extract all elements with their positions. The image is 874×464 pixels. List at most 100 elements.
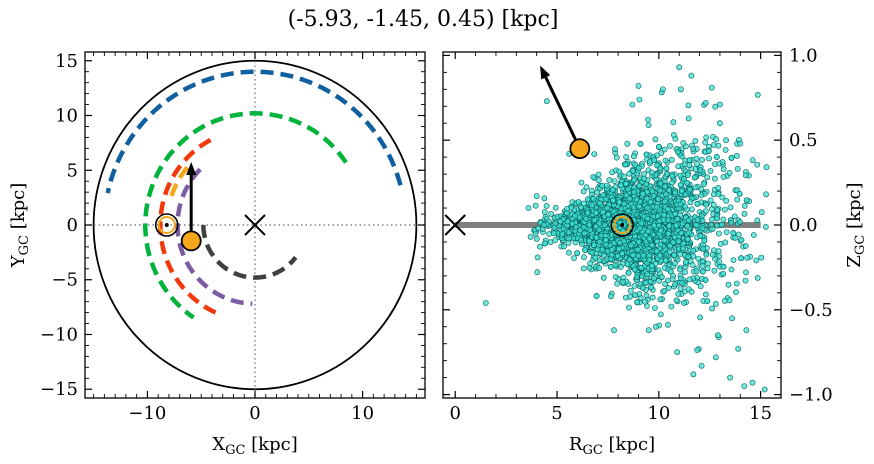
star-point bbox=[657, 165, 664, 171]
star-point bbox=[672, 260, 678, 267]
star-point bbox=[644, 271, 651, 278]
star-point bbox=[590, 195, 597, 202]
star-point bbox=[735, 231, 742, 238]
star-point bbox=[642, 298, 649, 305]
star-point bbox=[728, 266, 735, 273]
star-point bbox=[762, 223, 769, 230]
star-point bbox=[705, 148, 712, 154]
star-point bbox=[680, 140, 687, 146]
star-point bbox=[648, 284, 654, 291]
star-point bbox=[617, 264, 624, 270]
star-point bbox=[685, 102, 692, 109]
left-ytick-label: 10 bbox=[55, 106, 78, 127]
figure-title: (-5.93, -1.45, 0.45) [kpc] bbox=[288, 7, 559, 32]
star-point bbox=[580, 265, 587, 272]
star-point bbox=[548, 210, 554, 217]
star-point bbox=[697, 283, 704, 290]
star-point bbox=[689, 262, 696, 268]
star-point bbox=[640, 252, 647, 259]
star-point bbox=[616, 239, 623, 246]
star-point bbox=[713, 136, 720, 143]
star-point bbox=[525, 205, 532, 211]
star-point bbox=[703, 251, 710, 258]
star-point bbox=[550, 230, 557, 237]
star-point bbox=[564, 218, 571, 225]
star-point bbox=[703, 201, 709, 208]
star-point bbox=[607, 263, 614, 270]
star-point bbox=[714, 207, 721, 213]
star-point bbox=[592, 254, 599, 261]
right-y-axis-label: ZGC [kpc] bbox=[844, 182, 868, 267]
star-point bbox=[733, 289, 739, 296]
star-point bbox=[649, 242, 655, 249]
right-ytick-label: 0.0 bbox=[789, 215, 818, 236]
star-point bbox=[593, 293, 600, 299]
star-point bbox=[632, 161, 639, 168]
star-point bbox=[596, 220, 602, 227]
right-ylabel-unit: [kpc] bbox=[844, 182, 865, 234]
star-point bbox=[715, 190, 722, 197]
star-point bbox=[608, 251, 615, 258]
star-point bbox=[652, 323, 659, 330]
star-point bbox=[625, 186, 631, 193]
star-point bbox=[666, 223, 672, 229]
star-point bbox=[678, 86, 684, 93]
star-point bbox=[634, 299, 641, 306]
star-point bbox=[611, 178, 618, 184]
star-point bbox=[701, 237, 708, 244]
star-point bbox=[671, 234, 678, 241]
star-point bbox=[720, 270, 727, 277]
star-point bbox=[753, 257, 760, 264]
star-point bbox=[647, 198, 654, 205]
star-point bbox=[742, 172, 749, 179]
star-point bbox=[657, 311, 664, 318]
star-point bbox=[672, 281, 678, 288]
arm-arc-5 bbox=[105, 69, 403, 194]
left-xlabel-main: X bbox=[212, 434, 225, 455]
star-point bbox=[749, 379, 756, 386]
star-point bbox=[686, 276, 693, 283]
star-point bbox=[741, 202, 748, 209]
arm-arc-4 bbox=[168, 165, 190, 199]
star-point bbox=[611, 327, 617, 334]
star-point bbox=[743, 269, 749, 276]
star-point bbox=[719, 159, 726, 165]
star-point bbox=[673, 222, 680, 229]
arm-arc-0 bbox=[201, 225, 298, 280]
star-point bbox=[636, 96, 643, 103]
star-point bbox=[723, 197, 730, 204]
left-ytick-label: 15 bbox=[55, 51, 78, 72]
boundary-circle bbox=[92, 59, 418, 391]
star-point bbox=[715, 248, 722, 255]
star-point bbox=[690, 371, 697, 378]
star-point bbox=[712, 175, 718, 182]
star-point bbox=[734, 165, 741, 172]
star-point bbox=[635, 238, 642, 245]
star-point bbox=[666, 187, 672, 194]
star-point bbox=[657, 187, 664, 194]
star-point bbox=[610, 197, 616, 204]
star-point bbox=[682, 259, 689, 265]
star-point bbox=[584, 209, 591, 216]
left-x-axis-label: XGC [kpc] bbox=[212, 434, 297, 458]
star-point bbox=[713, 153, 720, 160]
star-point bbox=[657, 296, 664, 303]
left-ytick-label: 0 bbox=[67, 215, 78, 236]
star-point bbox=[688, 72, 695, 79]
star-point bbox=[616, 199, 623, 206]
star-point bbox=[624, 140, 631, 147]
star-point bbox=[527, 233, 534, 240]
star-point bbox=[712, 354, 719, 361]
star-point bbox=[692, 137, 699, 144]
star-point bbox=[716, 230, 722, 237]
star-point bbox=[661, 264, 668, 271]
star-point bbox=[657, 241, 664, 248]
star-point bbox=[582, 247, 588, 253]
left-xtick-label: 0 bbox=[249, 403, 260, 424]
star-point bbox=[633, 196, 640, 203]
star-point bbox=[677, 266, 683, 273]
star-point bbox=[685, 217, 692, 224]
star-point bbox=[593, 234, 600, 241]
star-point bbox=[669, 276, 676, 282]
